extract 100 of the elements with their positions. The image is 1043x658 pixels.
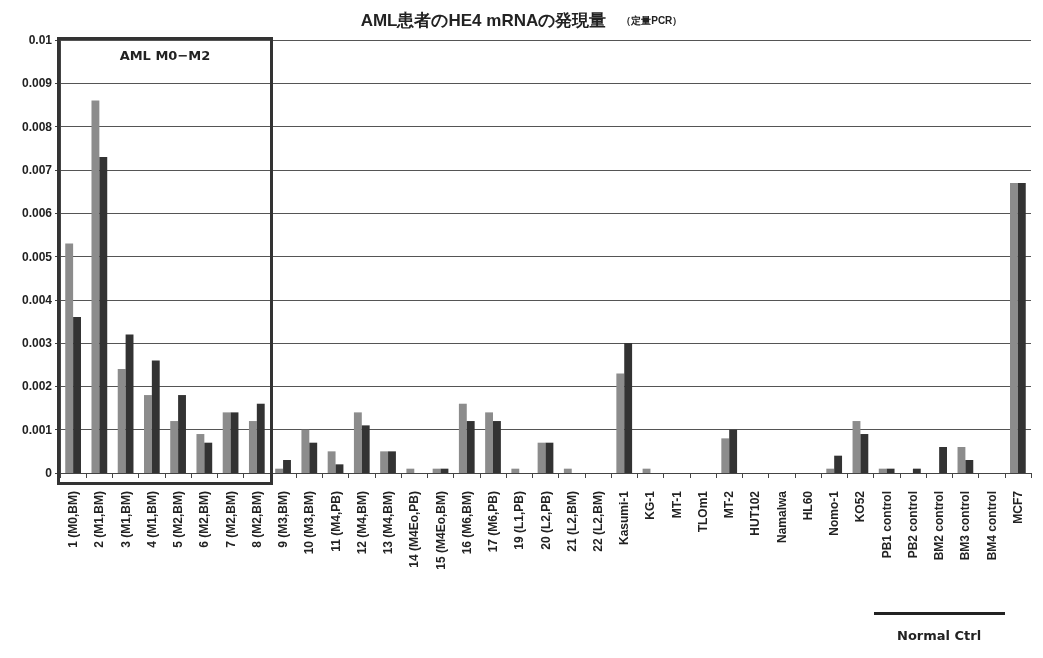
x-tick-label: BM2 control xyxy=(932,491,947,561)
y-tick-label: 0.007 xyxy=(21,162,53,177)
bar xyxy=(275,468,284,473)
x-tick-label: 12 (M4,BM) xyxy=(354,491,369,555)
y-tick-label: 0.004 xyxy=(21,292,53,307)
bar xyxy=(222,412,231,473)
bar xyxy=(729,429,738,473)
bar xyxy=(537,442,546,473)
bar xyxy=(117,369,126,473)
x-tick-label: 4 (M1,BM) xyxy=(144,491,159,548)
bar xyxy=(721,438,730,473)
y-tick-label: 0.003 xyxy=(21,336,53,351)
x-tick-label: 13 (M4,BM) xyxy=(381,491,396,555)
x-tick-label: PB2 control xyxy=(905,491,920,559)
bar xyxy=(301,429,310,473)
y-tick-label: 0.002 xyxy=(21,379,53,394)
bar xyxy=(563,468,572,473)
y-tick-label: 0.009 xyxy=(21,76,53,91)
bar xyxy=(485,412,494,473)
chart-subtitle: （定量PCR） xyxy=(621,14,683,26)
x-tick-label: 2 (M1,BM) xyxy=(92,491,107,548)
bar xyxy=(432,468,441,473)
x-tick-label: MT-2 xyxy=(722,490,737,519)
bar xyxy=(380,451,389,473)
bar xyxy=(178,395,186,473)
x-tick-label: 1 (M0,BM) xyxy=(66,491,81,548)
x-tick-label: Nomo-1 xyxy=(827,490,842,536)
x-tick-label: 14 (M4Eo,PB) xyxy=(407,491,422,568)
chart-title: AML患者のHE4 mRNAの発現量 xyxy=(360,10,607,30)
bar xyxy=(624,343,633,473)
x-tick-label: 15 (M4Eo,BM) xyxy=(433,491,448,570)
bar xyxy=(143,395,152,473)
x-tick-label: PB1 control xyxy=(879,491,894,559)
bar xyxy=(151,360,160,473)
y-tick-label: 0 xyxy=(45,466,53,480)
bar xyxy=(511,468,520,473)
bar xyxy=(912,468,921,473)
bar xyxy=(466,421,475,473)
bar xyxy=(388,451,396,473)
bar xyxy=(965,460,974,473)
bar xyxy=(878,468,887,473)
x-tick-label: 6 (M2,BM) xyxy=(197,491,212,548)
bar xyxy=(406,468,415,473)
bar xyxy=(826,468,835,473)
bar xyxy=(256,403,265,473)
bar xyxy=(309,442,318,473)
x-tick-label: KO52 xyxy=(853,490,868,523)
x-tick-label: TLOm1 xyxy=(695,490,710,533)
x-tick-label: 10 (M3,BM) xyxy=(302,491,317,555)
x-tick-label: MT-1 xyxy=(669,490,684,519)
x-tick-label: HL60 xyxy=(800,490,815,521)
x-tick-label: Kasumi-1 xyxy=(617,490,632,546)
bar xyxy=(248,421,257,473)
bar xyxy=(1010,182,1018,473)
x-tick-label: 11 (M4,PB) xyxy=(328,491,343,552)
x-tick-label: 22 (L2,BM) xyxy=(590,491,605,552)
bar xyxy=(327,451,336,473)
x-tick-label: 7 (M2,BM) xyxy=(223,491,238,548)
x-tick-label: 16 (M6,BM) xyxy=(459,491,474,555)
bar xyxy=(283,460,291,473)
bar xyxy=(99,156,108,473)
bar xyxy=(939,447,948,473)
bar xyxy=(458,403,467,473)
x-tick-label: BM4 control xyxy=(984,491,999,561)
bar xyxy=(834,455,843,473)
x-tick-label: 20 (L2,PB) xyxy=(538,491,553,550)
bar xyxy=(886,468,895,473)
bar xyxy=(230,412,239,473)
bar xyxy=(361,425,370,473)
bar xyxy=(73,317,81,473)
x-tick-label: BM3 control xyxy=(958,491,973,561)
bar xyxy=(170,421,179,473)
bar xyxy=(65,243,74,473)
bar xyxy=(91,100,100,473)
bar xyxy=(335,464,344,473)
bar xyxy=(204,442,213,473)
x-tick-label: 8 (M2,BM) xyxy=(249,491,264,548)
bar xyxy=(493,421,501,473)
bar xyxy=(196,434,205,473)
x-tick-label: 17 (M6,PB) xyxy=(486,491,501,553)
x-tick-label: HUT102 xyxy=(748,490,763,536)
x-tick-label: 5 (M2,BM) xyxy=(171,491,186,548)
y-tick-label: 0.01 xyxy=(28,33,53,47)
annotation: AML M0−M2 xyxy=(118,48,212,63)
bar xyxy=(860,434,869,473)
bar xyxy=(353,412,362,473)
x-tick-label: MCF7 xyxy=(1010,490,1025,524)
text: Normal Ctrl xyxy=(896,628,983,643)
bar xyxy=(1017,182,1026,473)
y-tick-label: 0.005 xyxy=(21,249,53,264)
x-tick-label: Namalwa xyxy=(774,490,789,544)
x-tick-label: 9 (M3,BM) xyxy=(276,491,291,548)
y-tick-label: 0.006 xyxy=(21,206,53,221)
x-tick-label: 21 (L2,BM) xyxy=(564,491,579,552)
x-tick-label: KG-1 xyxy=(643,490,658,520)
bar xyxy=(616,373,625,473)
x-tick-label: 3 (M1,BM) xyxy=(118,491,133,548)
y-tick-label: 0.008 xyxy=(21,119,53,134)
y-tick-label: 0.001 xyxy=(21,422,53,437)
x-tick-label: 19 (L1,PB) xyxy=(512,491,527,550)
